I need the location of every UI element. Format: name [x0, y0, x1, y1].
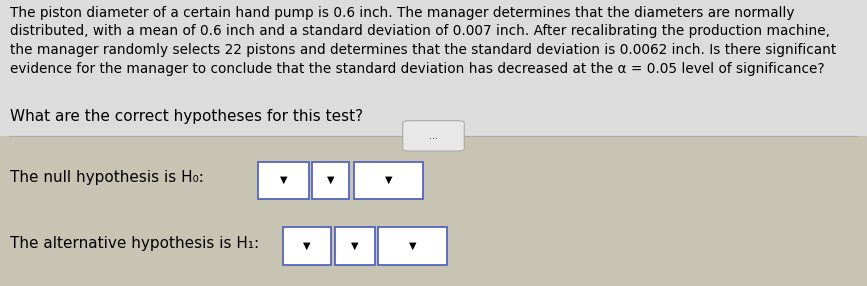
Text: ▼: ▼ [303, 241, 310, 251]
Text: The piston diameter of a certain hand pump is 0.6 inch. The manager determines t: The piston diameter of a certain hand pu… [10, 6, 837, 76]
Text: The null hypothesis is H₀:: The null hypothesis is H₀: [10, 170, 205, 185]
Text: ▼: ▼ [409, 241, 416, 251]
Text: ▼: ▼ [327, 175, 334, 185]
Bar [378, 227, 447, 265]
Bar [258, 162, 309, 199]
Text: ▼: ▼ [385, 175, 392, 185]
Bar [0, 0, 867, 136]
Bar [283, 227, 331, 265]
Bar [335, 227, 375, 265]
Bar [354, 162, 423, 199]
Text: ▼: ▼ [280, 175, 287, 185]
Bar [312, 162, 349, 199]
Text: ...: ... [429, 131, 438, 141]
Bar [0, 136, 867, 286]
Text: What are the correct hypotheses for this test?: What are the correct hypotheses for this… [10, 109, 363, 124]
Text: The alternative hypothesis is H₁:: The alternative hypothesis is H₁: [10, 236, 259, 251]
FancyBboxPatch shape [402, 121, 465, 151]
Text: ▼: ▼ [351, 241, 358, 251]
